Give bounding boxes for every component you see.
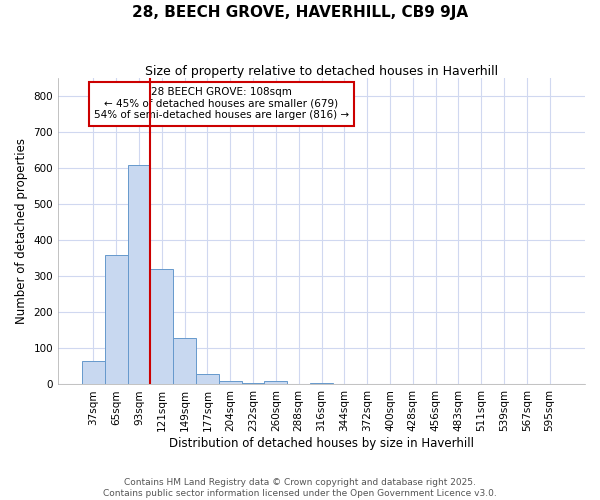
- Bar: [310, 382, 333, 384]
- Bar: [105, 254, 128, 384]
- Bar: [82, 361, 105, 384]
- Text: Contains HM Land Registry data © Crown copyright and database right 2025.
Contai: Contains HM Land Registry data © Crown c…: [103, 478, 497, 498]
- Bar: [196, 374, 219, 384]
- Bar: [242, 382, 265, 384]
- Bar: [128, 164, 151, 384]
- Text: 28 BEECH GROVE: 108sqm
← 45% of detached houses are smaller (679)
54% of semi-de: 28 BEECH GROVE: 108sqm ← 45% of detached…: [94, 87, 349, 120]
- X-axis label: Distribution of detached houses by size in Haverhill: Distribution of detached houses by size …: [169, 437, 474, 450]
- Bar: [173, 338, 196, 384]
- Bar: [151, 269, 173, 384]
- Text: 28, BEECH GROVE, HAVERHILL, CB9 9JA: 28, BEECH GROVE, HAVERHILL, CB9 9JA: [132, 5, 468, 20]
- Y-axis label: Number of detached properties: Number of detached properties: [15, 138, 28, 324]
- Title: Size of property relative to detached houses in Haverhill: Size of property relative to detached ho…: [145, 65, 498, 78]
- Bar: [219, 381, 242, 384]
- Bar: [265, 381, 287, 384]
